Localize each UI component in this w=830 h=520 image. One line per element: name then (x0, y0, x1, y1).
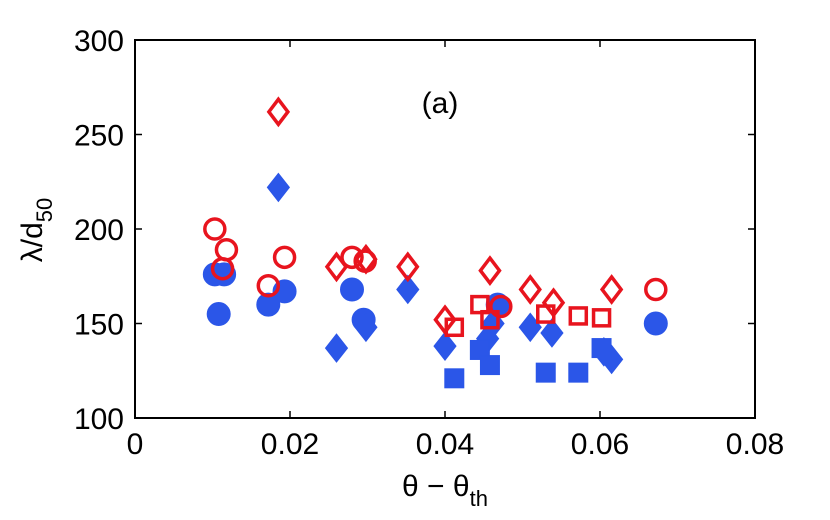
blue-diamond-marker (433, 331, 457, 361)
blue-circle-marker (206, 302, 231, 327)
red-diamond-marker (518, 274, 542, 305)
x-tick-label: 0.02 (261, 428, 319, 461)
red-square-marker (536, 304, 556, 324)
red-circle-marker (272, 245, 297, 270)
red-circle-marker (214, 238, 239, 262)
red-diamond-marker (396, 251, 420, 283)
x-tick-label: 0 (127, 428, 144, 461)
x-tick-label: 0.04 (416, 428, 474, 461)
red-circle-marker (340, 245, 364, 270)
data-marks (202, 96, 668, 389)
red-diamond-marker (599, 274, 624, 305)
x-axis-title-sub: th (470, 486, 488, 511)
blue-diamond-marker (354, 312, 378, 343)
x-axis-title-main: θ − θ (402, 470, 470, 503)
y-axis-title-sub: 50 (32, 198, 57, 222)
red-square-marker (444, 317, 465, 338)
panel-label: (a) (422, 87, 459, 120)
blue-diamond-marker (540, 318, 564, 348)
red-diamond-marker (266, 96, 291, 128)
red-circle-marker (489, 294, 513, 319)
blue-diamond-marker (396, 274, 420, 305)
y-tick-label: 150 (74, 309, 124, 342)
blue-circle-marker (643, 311, 668, 336)
red-circle-marker (203, 217, 227, 241)
red-diamond-marker (324, 251, 349, 283)
blue-square-marker (444, 368, 465, 389)
tick-labels: 0 0.02 0.04 0.06 0.08 100 150 200 250 300 (74, 25, 784, 461)
blue-square-marker (479, 355, 500, 376)
blue-circle-marker (340, 277, 364, 302)
y-tick-label: 250 (74, 120, 124, 153)
y-tick-label: 300 (74, 25, 124, 58)
red-diamond-marker (478, 255, 502, 286)
blue-square-marker (591, 338, 612, 359)
red-circle-marker (644, 277, 668, 302)
red-circle-marker (256, 273, 281, 298)
x-tick-label: 0.06 (571, 428, 629, 461)
blue-diamond-marker (324, 333, 349, 363)
blue-square-marker (535, 362, 556, 383)
red-square-marker (568, 306, 589, 326)
red-circle-marker (210, 256, 235, 281)
y-tick-label: 200 (74, 214, 124, 247)
blue-diamond-marker (266, 172, 291, 203)
y-axis-title: λ/d50 (16, 198, 57, 263)
blue-circle-marker (256, 292, 281, 317)
red-square-marker (470, 294, 490, 315)
y-axis-title-main: λ/d (16, 222, 49, 262)
axis-ticks (134, 39, 756, 419)
blue-square-marker (568, 362, 589, 383)
red-diamond-marker (354, 243, 378, 275)
blue-square-marker (469, 339, 490, 360)
x-axis-title: θ − θth (402, 470, 488, 511)
y-tick-label: 100 (74, 403, 124, 436)
red-square-marker (591, 308, 612, 328)
x-tick-label: 0.08 (726, 428, 784, 461)
red-square-marker (480, 309, 500, 330)
